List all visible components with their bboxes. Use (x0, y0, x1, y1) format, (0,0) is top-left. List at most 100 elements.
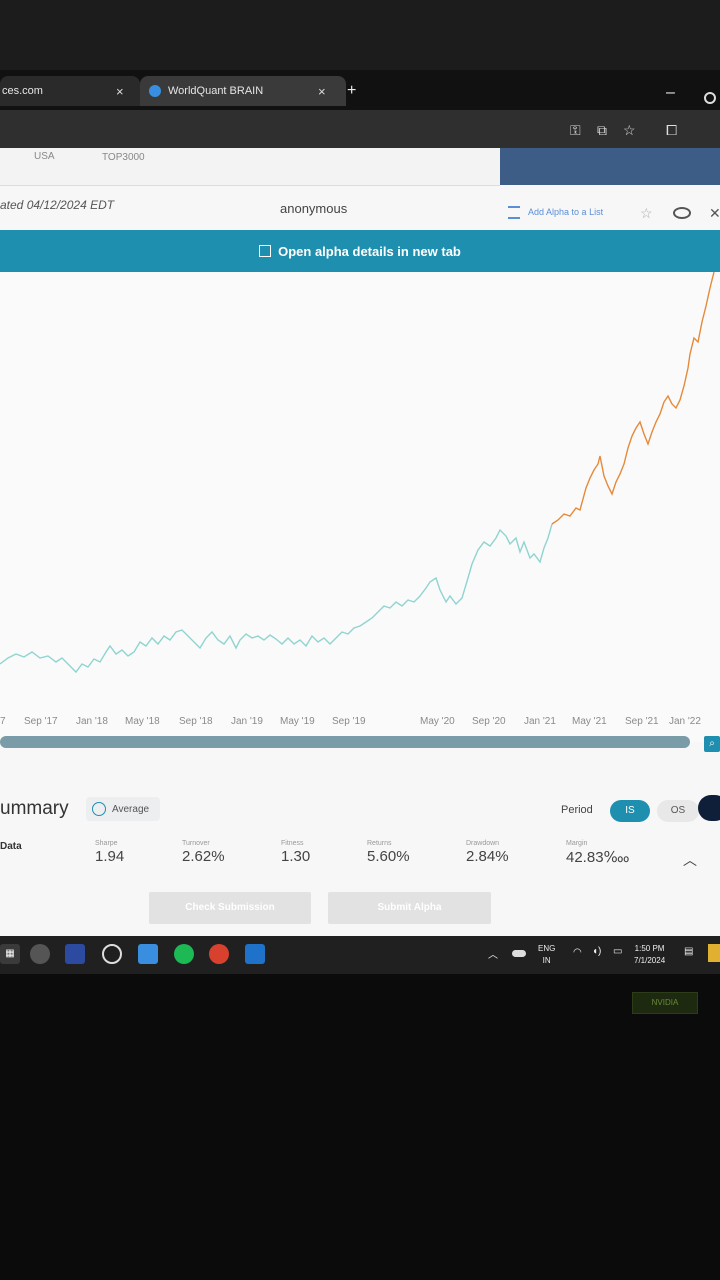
tab-worldquant-brain[interactable]: WorldQuant BRAIN × (140, 76, 346, 106)
x-tick: May '21 (572, 716, 607, 727)
metric-value: 2.84% (466, 848, 509, 865)
chart-range-scrollbar[interactable] (0, 736, 690, 748)
metric-drawdown: Drawdown 2.84% (466, 840, 509, 865)
x-tick: Jan '19 (231, 716, 263, 727)
pnl-line-recent (551, 271, 715, 525)
metric-margin: Margin 42.83‱ (566, 840, 630, 866)
widget-icon[interactable] (708, 944, 720, 962)
region-value: USA (34, 151, 55, 162)
banner-label: Open alpha details in new tab (278, 243, 461, 259)
submit-alpha-button[interactable]: Submit Alpha (328, 892, 491, 924)
period-os-button[interactable]: OS (657, 800, 699, 822)
brain-app-icon[interactable] (138, 944, 158, 964)
x-tick: 7 (0, 716, 6, 727)
add-to-list-button[interactable]: Add Alpha to a List (508, 206, 603, 219)
password-key-icon[interactable]: ⚿ (570, 122, 581, 138)
minimize-button[interactable]: – (666, 84, 675, 101)
eye-icon[interactable] (673, 207, 691, 219)
close-icon[interactable]: × (116, 83, 124, 99)
vscode-icon[interactable] (245, 944, 265, 964)
x-tick: Jan '22 (669, 716, 701, 727)
metric-value: 2.62% (182, 848, 225, 865)
zoom-icon[interactable]: ⌕ (704, 736, 720, 752)
list-icon (508, 206, 520, 219)
metric-value: 42.83‱ (566, 849, 630, 866)
battery-icon[interactable]: ▭ (613, 946, 623, 957)
monitor-bottom-bezel (0, 974, 720, 1280)
x-tick: May '20 (420, 716, 455, 727)
bookmark-star-icon[interactable]: ☆ (623, 122, 636, 138)
nvidia-sticker: NVIDIA (632, 992, 698, 1014)
task-view-icon[interactable]: ▦ (0, 944, 20, 964)
metric-label: Drawdown (466, 840, 500, 847)
x-tick: May '19 (280, 716, 315, 727)
metric-value: 1.94 (95, 848, 125, 865)
new-tab-button[interactable]: + (347, 82, 357, 99)
period-is-button[interactable]: IS (610, 800, 650, 822)
x-tick: Sep '20 (472, 716, 506, 727)
x-tick: Jan '21 (524, 716, 556, 727)
app-icon[interactable] (65, 944, 85, 964)
metric-label: Turnover (182, 840, 210, 847)
metric-label: Margin (566, 840, 588, 847)
x-tick: Sep '17 (24, 716, 58, 727)
metric-value: 1.30 (281, 848, 311, 865)
x-tick: Jan '18 (76, 716, 108, 727)
onedrive-cloud-icon[interactable] (512, 950, 526, 957)
add-to-list-label: Add Alpha to a List (528, 206, 604, 217)
help-chat-button[interactable] (698, 795, 720, 821)
brain-icon (149, 85, 161, 97)
pnl-line-early (0, 523, 553, 674)
side-panel-header (500, 148, 720, 185)
collapse-chevron-up-icon[interactable]: ︿ (683, 852, 697, 868)
average-label: Average (112, 803, 150, 815)
metric-fitness: Fitness 1.30 (281, 840, 310, 865)
language-indicator[interactable]: ENG IN (538, 943, 555, 967)
notification-icon[interactable]: ▤ (684, 946, 694, 957)
share-icon[interactable]: ⧉ (597, 122, 607, 138)
tab-other-site[interactable]: ces.com × (0, 76, 140, 106)
x-tick: Sep '21 (625, 716, 659, 727)
monitor-top-bezel (0, 0, 720, 70)
metric-sharpe: Sharpe 1.94 (95, 840, 124, 865)
tab-label: ces.com (2, 85, 43, 97)
spotify-icon[interactable] (174, 944, 194, 964)
pnl-chart-svg (0, 271, 715, 674)
wifi-icon[interactable]: ◠ (573, 947, 582, 958)
check-submission-button[interactable]: Check Submission (149, 892, 311, 924)
open-alpha-details-link[interactable]: Open alpha details in new tab (0, 230, 720, 272)
language-region: IN (542, 956, 551, 965)
tab-label: WorldQuant BRAIN (168, 85, 264, 97)
metric-returns: Returns 5.60% (367, 840, 410, 865)
clock-time: 1:50 PM (634, 944, 665, 953)
x-tick: May '18 (125, 716, 160, 727)
data-label: Data (0, 841, 22, 852)
xbox-icon[interactable] (102, 944, 122, 964)
metric-value: 5.60% (367, 848, 410, 865)
close-icon[interactable]: ✕ (709, 205, 720, 221)
metric-label: Returns (367, 840, 392, 847)
period-label: Period (561, 804, 593, 816)
author-name: anonymous (280, 201, 348, 216)
average-toggle[interactable]: Average (86, 797, 160, 821)
x-tick: Sep '19 (332, 716, 366, 727)
extensions-icon[interactable]: ⧠ (666, 122, 678, 138)
chevron-up-icon[interactable]: ︿ (488, 950, 498, 961)
app-icon[interactable] (30, 944, 50, 964)
clock[interactable]: 1:50 PM 7/1/2024 (634, 943, 665, 967)
external-link-icon (259, 245, 272, 257)
summary-title: ummary (0, 798, 69, 819)
chrome-icon[interactable] (209, 944, 229, 964)
language-code: ENG (538, 944, 556, 953)
metric-turnover: Turnover 2.62% (182, 840, 225, 865)
restore-icon[interactable] (704, 92, 716, 104)
volume-icon[interactable]: ◖) (592, 946, 602, 957)
browser-toolbar (0, 110, 720, 148)
metric-label: Fitness (281, 840, 304, 847)
settings-bar: USA TOP3000 (0, 148, 500, 186)
date-created: ated 04/12/2024 EDT (0, 198, 115, 212)
clock-date: 7/1/2024 (634, 956, 666, 965)
close-icon[interactable]: × (318, 83, 326, 99)
favorite-star-icon[interactable]: ☆ (640, 205, 653, 221)
metric-label: Sharpe (95, 840, 118, 847)
